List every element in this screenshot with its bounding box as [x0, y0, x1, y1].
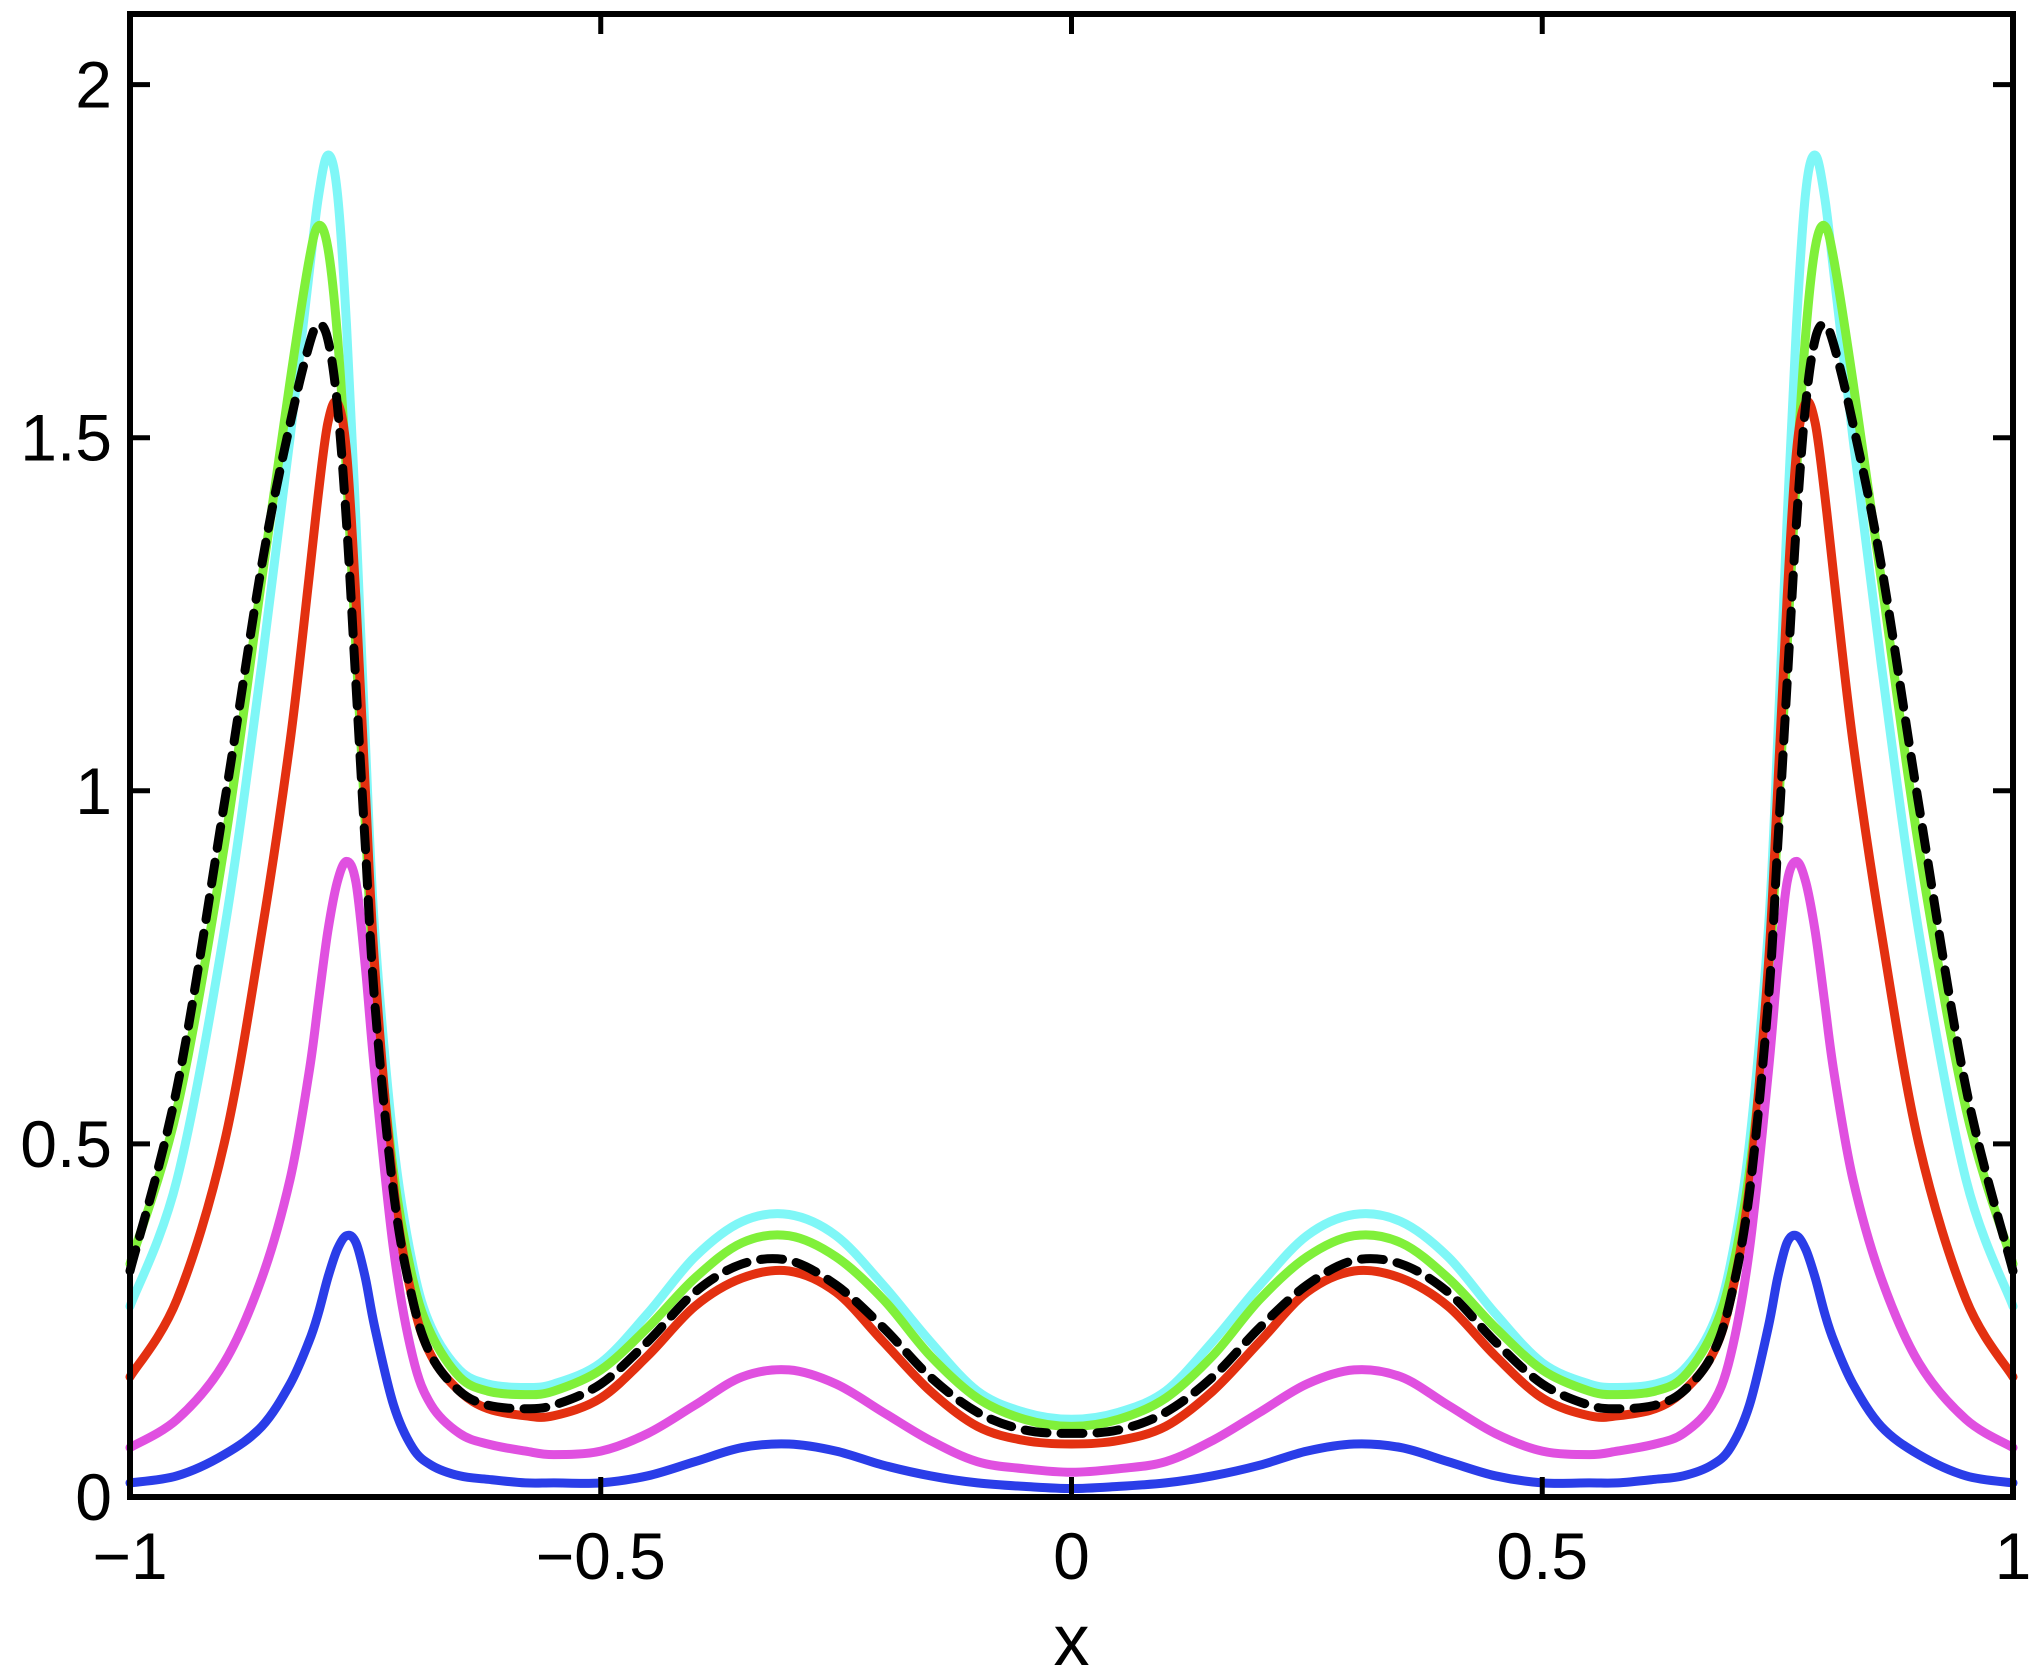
y-tick-label: 1	[75, 754, 112, 828]
series-line-4	[125, 856, 2018, 1477]
y-tick-label: 1.5	[20, 401, 112, 475]
series-layer	[125, 150, 2018, 1493]
series-line-6	[125, 319, 2018, 1438]
y-tick-label: 0.5	[20, 1107, 112, 1181]
x-tick-label: −1	[92, 1519, 167, 1593]
series-line-2	[125, 220, 2018, 1431]
y-tick-label: 2	[75, 48, 112, 122]
x-tick-label: −0.5	[536, 1519, 666, 1593]
x-axis-title: x	[1054, 1601, 1090, 1679]
series-line-3	[125, 396, 2018, 1449]
plot-frame	[127, 11, 2016, 1500]
x-tick-label: 1	[1995, 1519, 2029, 1593]
tick-label-layer: −1 −0.5 0 0.5 1 0 0.5 1 1.5 2	[20, 48, 2029, 1593]
x-tick-label: 0	[1053, 1519, 1090, 1593]
series-line-1	[125, 150, 2018, 1424]
y-tick-label: 0	[75, 1460, 112, 1534]
x-tick-label: 0.5	[1496, 1519, 1588, 1593]
